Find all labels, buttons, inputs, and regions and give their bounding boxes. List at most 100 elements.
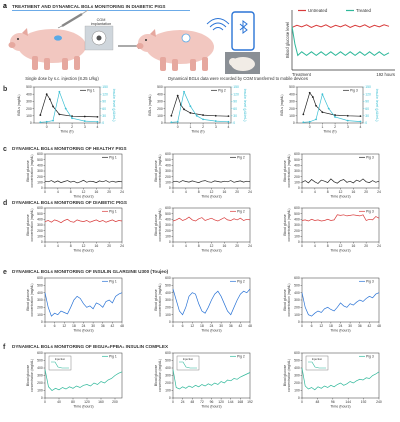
y-axis-label: BGLs (mg/dL) [17,94,21,115]
panel-c-title: DYNAMICAL BGLs MONITORING OF HEALTHY PIG… [12,146,127,151]
legend-label-untreated: Untreated [308,8,328,13]
y-tick-label: 600 [165,276,171,280]
x-tick-label: 36 [358,324,362,328]
pig-photo-icon [225,52,260,74]
data-point [183,108,185,111]
x-tick-label: 24 [377,190,381,194]
legend-label: Pig 2 [237,156,245,160]
data-point [195,114,198,117]
x-tick-label: 4 [185,244,187,248]
panel-d-title: DYNAMICAL BGLs MONITORING OF DIABETIC PI… [12,200,127,205]
data-point [52,105,54,108]
y-tick-label: 600 [294,276,300,280]
series-line [172,216,251,222]
x-tick-label: 0 [172,400,174,404]
y-tick-label: 0 [41,186,43,190]
x-tick-label: 0 [301,244,303,248]
cgm-implant-label: CGM implantation [91,18,111,26]
y-tick-label: 300 [165,169,171,173]
x-tick-label: 12 [339,244,343,248]
panel-letter-c: c [3,146,7,153]
x-tick-label: 0 [172,324,174,328]
x-tick-label: 16 [94,244,98,248]
y-tick-label: 100 [37,389,43,393]
x-tick-label: 16 [222,190,226,194]
series-line-insulin-level [171,90,229,123]
y-tick-label: 200 [294,306,300,310]
x-tick-label: 0 [44,324,46,328]
x-tick-label: 4 [360,125,362,129]
legend-label: Pig 1 [109,355,117,359]
x-axis-label: Time (hours) [73,195,93,199]
x-tick-label: 96 [210,400,214,404]
panel-f-title: DYNAMICAL BGLs MONITORING OF BIGUA₂FPBA₀… [12,344,169,349]
x-tick-label: 48 [120,324,124,328]
panel-letter-e: e [3,269,7,276]
series-line-insulin-level [40,90,98,123]
y-axis-label: BGLs (mg/dL) [280,94,284,115]
x-tick-label: 120 [218,400,224,404]
y-tick-label: 100 [26,114,32,118]
x-tick-label: 42 [367,324,371,328]
y-tick-label: 200 [294,229,300,233]
legend-label: Pig 2 [237,355,245,359]
inset-frame [48,355,72,371]
x-tick-label: 3 [347,125,349,129]
x-tick-label: 36 [101,324,105,328]
data-point [170,114,173,117]
series-line [44,179,123,184]
data-point [39,114,42,116]
y2-tick-label: 30 [233,114,237,118]
x-tick-label: 20 [364,244,368,248]
x-tick-label: 6 [311,324,313,328]
series-line [172,180,251,183]
data-point [346,114,349,117]
injection-inset: Injection [176,355,200,371]
y-tick-label: 100 [37,181,43,185]
y-tick-label: 0 [169,240,171,244]
plot-frame [296,86,364,124]
y-tick-label: 500 [294,284,300,288]
x-tick-label: 4 [57,190,59,194]
y-tick-label: 400 [165,291,171,295]
y-axis-label: Blood glucose [26,289,30,310]
y-tick-label: 0 [298,240,300,244]
y-tick-label: 500 [294,158,300,162]
data-point [39,121,42,124]
chart-f-pig-3: 0 100 200 300 400 500 600 0 48 96 144 192 240 Pig 3 Ti… [283,351,382,408]
legend-label: Pig 3 [366,156,374,160]
x-tick-label: 192 [247,400,253,404]
x-tick-label: 48 [248,324,252,328]
y-tick-label: 200 [165,306,171,310]
y-axis-label: BGLs (mg/dL) [148,94,152,115]
data-point [346,119,349,122]
y-tick-label: 100 [165,181,171,185]
inset-line [179,361,197,369]
plot-frame [164,86,232,124]
y-axis-label: Blood glucose [154,214,158,235]
series-line [44,292,123,317]
x-tick-192h: 192 hours [376,72,395,77]
y-tick-label: 300 [26,100,32,104]
data-point [227,120,230,123]
inset-frame [176,355,200,371]
y-tick-label: 0 [298,186,300,190]
inset-title: Injection [312,357,323,361]
y-tick-label: 500 [157,85,163,89]
x-tick-label: 2 [334,125,336,129]
y-tick-label: 400 [26,92,32,96]
y-tick-label: 100 [37,235,43,239]
y-axis-label: Blood glucose [154,289,158,310]
x-tick-label: 0 [44,190,46,194]
series-line [301,292,380,317]
y-axis-label: concentration (mg/dL) [287,209,291,242]
y2-tick-label: 0 [233,121,235,125]
x-tick-label: 30 [348,324,352,328]
x-axis-label: Time (hours) [330,195,350,199]
x-tick-label: 0 [309,125,311,129]
series-line [301,178,380,184]
x-tick-label: 30 [219,324,223,328]
y-tick-label: 600 [294,206,300,210]
y-tick-label: 300 [165,223,171,227]
